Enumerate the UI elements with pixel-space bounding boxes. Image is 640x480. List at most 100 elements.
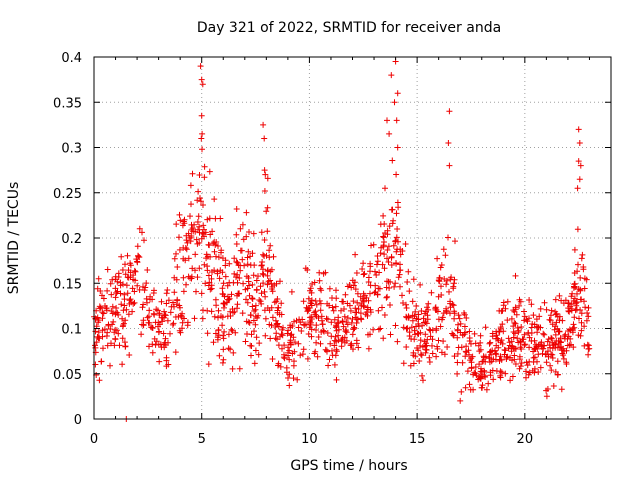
data-point xyxy=(502,370,509,377)
data-point xyxy=(273,330,280,337)
data-point xyxy=(192,228,199,235)
data-point xyxy=(360,302,367,309)
data-point xyxy=(215,314,221,321)
data-point xyxy=(326,285,333,292)
data-point xyxy=(367,263,374,270)
data-point xyxy=(109,310,116,317)
data-point xyxy=(240,280,247,287)
data-point xyxy=(501,346,508,353)
data-point xyxy=(258,229,265,236)
data-point xyxy=(152,341,159,348)
data-point xyxy=(353,270,360,276)
data-point xyxy=(230,349,237,356)
data-point xyxy=(164,317,171,324)
data-point xyxy=(400,300,406,306)
data-point xyxy=(510,323,517,330)
data-point xyxy=(417,337,424,344)
data-point xyxy=(332,324,339,331)
data-point xyxy=(388,72,395,79)
data-point xyxy=(250,272,257,279)
data-point xyxy=(264,267,271,274)
data-point xyxy=(454,350,461,357)
data-point xyxy=(485,380,492,387)
data-point xyxy=(549,345,556,352)
data-point xyxy=(244,299,251,306)
data-point xyxy=(517,363,524,370)
data-point xyxy=(561,333,568,340)
data-point xyxy=(268,280,275,287)
data-point xyxy=(312,298,319,304)
data-point xyxy=(251,360,258,367)
data-point xyxy=(349,316,356,322)
data-point xyxy=(318,313,325,320)
data-point xyxy=(170,320,177,327)
data-point xyxy=(556,313,563,320)
data-point xyxy=(359,266,366,272)
data-point xyxy=(234,271,241,278)
data-point xyxy=(505,345,512,352)
data-point xyxy=(565,300,572,306)
data-point xyxy=(167,309,174,316)
data-point xyxy=(575,261,581,268)
data-point xyxy=(578,327,585,334)
data-point xyxy=(275,360,282,367)
data-point xyxy=(523,374,529,381)
data-point xyxy=(100,295,107,302)
data-point xyxy=(122,317,129,324)
data-point xyxy=(463,315,470,321)
data-point xyxy=(141,287,148,294)
data-point xyxy=(330,307,337,314)
data-point xyxy=(104,287,111,294)
data-point xyxy=(423,340,429,347)
data-point xyxy=(255,351,262,358)
data-point xyxy=(381,312,388,318)
data-point xyxy=(99,327,106,334)
data-point xyxy=(329,304,336,311)
data-point xyxy=(367,306,374,313)
data-point xyxy=(407,362,414,369)
data-point xyxy=(512,361,519,367)
data-point xyxy=(568,341,574,348)
data-point xyxy=(360,271,367,278)
data-point xyxy=(562,331,569,338)
data-point xyxy=(400,324,407,331)
data-point xyxy=(375,326,382,333)
data-point xyxy=(272,335,279,342)
data-point xyxy=(104,342,111,349)
data-point xyxy=(138,331,145,338)
data-point xyxy=(454,327,461,334)
data-point xyxy=(570,297,577,304)
data-point xyxy=(305,331,312,337)
data-point xyxy=(108,291,115,298)
data-point xyxy=(416,358,423,364)
data-point xyxy=(193,288,199,295)
data-point xyxy=(575,126,582,133)
data-point xyxy=(275,304,282,311)
data-point xyxy=(112,294,119,301)
data-point xyxy=(185,255,192,262)
y-axis-label: SRMTID / TECUs xyxy=(6,182,22,295)
data-point xyxy=(316,269,323,276)
data-point xyxy=(530,312,537,319)
data-point xyxy=(132,268,139,275)
data-point xyxy=(185,230,192,237)
data-point xyxy=(394,199,401,206)
data-point xyxy=(569,329,576,336)
data-point xyxy=(200,307,206,314)
data-point xyxy=(170,299,176,306)
data-point xyxy=(548,307,555,314)
data-point xyxy=(317,300,324,307)
data-point xyxy=(574,226,581,233)
data-point xyxy=(375,307,382,314)
data-point xyxy=(293,317,300,324)
data-point xyxy=(219,322,226,329)
data-point xyxy=(221,304,227,311)
data-point xyxy=(127,260,134,267)
data-point xyxy=(174,264,181,270)
data-point xyxy=(219,359,226,366)
data-point xyxy=(323,315,330,322)
data-point xyxy=(516,365,523,372)
data-point xyxy=(526,344,533,351)
data-point xyxy=(446,162,453,169)
data-point xyxy=(523,359,530,366)
